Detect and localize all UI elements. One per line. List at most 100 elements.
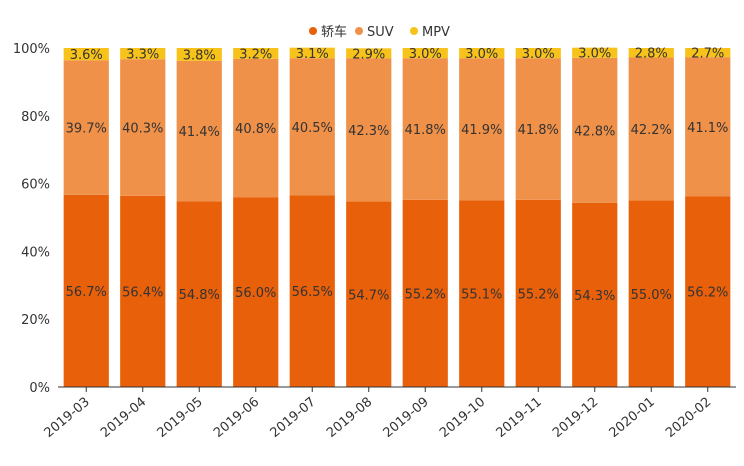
data-label: 3.1% <box>296 47 329 62</box>
x-tick-label: 2020-01 <box>607 395 658 441</box>
y-tick-label: 80% <box>21 110 50 125</box>
bar-segment <box>346 201 392 387</box>
bar-segment <box>233 48 279 59</box>
legend-swatch <box>355 27 363 35</box>
data-label: 41.1% <box>687 121 728 136</box>
legend-item[interactable]: SUV <box>355 25 394 40</box>
x-tick-label: 2019-05 <box>155 395 206 441</box>
data-label: 3.0% <box>465 47 498 62</box>
data-label: 42.3% <box>348 124 389 139</box>
bar-segment <box>459 48 505 59</box>
bar-segment <box>402 48 448 59</box>
data-label: 56.7% <box>66 285 107 300</box>
data-label: 56.5% <box>292 285 333 300</box>
bar-segment <box>572 57 618 203</box>
bar-segment <box>685 48 731 58</box>
x-tick-label: 2020-02 <box>663 395 714 441</box>
data-label: 3.0% <box>578 47 611 62</box>
bar-segment <box>628 57 674 201</box>
bar-segment <box>628 48 674 58</box>
bar-segment <box>176 48 222 61</box>
bar-segment <box>233 58 279 198</box>
y-tick-label: 100% <box>13 42 50 57</box>
bar-segment <box>515 199 561 387</box>
data-label: 55.2% <box>518 287 559 302</box>
legend-label: 轿车 <box>321 24 347 40</box>
legend-swatch <box>309 27 317 35</box>
data-label: 3.2% <box>239 47 272 62</box>
legend-label: MPV <box>422 25 450 40</box>
data-label: 55.1% <box>461 288 502 303</box>
bar-segment <box>176 201 222 387</box>
data-label: 39.7% <box>66 121 107 136</box>
data-label: 41.8% <box>405 123 446 138</box>
data-label: 41.4% <box>179 125 220 140</box>
y-tick-label: 40% <box>21 245 50 260</box>
x-tick-label: 2019-11 <box>494 395 545 441</box>
data-label: 3.3% <box>126 48 159 63</box>
x-tick-label: 2019-09 <box>381 395 432 441</box>
y-tick-label: 0% <box>29 381 50 396</box>
data-label: 40.8% <box>235 122 276 137</box>
data-label: 3.0% <box>409 47 442 62</box>
data-label: 42.2% <box>631 123 672 138</box>
x-tick-label: 2019-04 <box>98 395 149 441</box>
bar-segment <box>346 48 392 59</box>
x-tick-label: 2019-03 <box>42 395 93 441</box>
data-label: 54.7% <box>348 288 389 303</box>
legend-item[interactable]: 轿车 <box>309 24 347 40</box>
bar-segment <box>120 59 166 196</box>
bar-segment <box>120 48 166 60</box>
data-label: 2.8% <box>635 47 668 62</box>
bar-segment <box>120 195 166 387</box>
bar-segment <box>685 196 731 387</box>
y-axis: 0% 20% 40% 60% 80% 100% <box>13 42 50 396</box>
x-tick-label: 2019-08 <box>324 395 375 441</box>
bar-segment <box>289 58 335 196</box>
data-label: 41.8% <box>518 123 559 138</box>
bar-segment <box>402 199 448 387</box>
data-label: 55.2% <box>405 287 446 302</box>
data-label: 3.0% <box>522 47 555 62</box>
y-tick-label: 20% <box>21 313 50 328</box>
bar-segment <box>685 57 731 197</box>
bar-segment <box>176 60 222 202</box>
legend-label: SUV <box>367 25 394 40</box>
data-label: 54.3% <box>574 289 615 304</box>
data-label: 3.8% <box>183 48 216 63</box>
data-label: 2.9% <box>352 47 385 62</box>
bar-segment <box>289 47 335 59</box>
legend: 轿车 SUV MPV <box>309 24 450 40</box>
x-axis: 2019-03 2019-04 2019-05 2019-06 2019-07 2019-… <box>42 386 736 441</box>
bar-segment <box>459 200 505 387</box>
bar-segment <box>572 47 618 58</box>
data-label: 42.8% <box>574 124 615 139</box>
bar-segment <box>289 195 335 387</box>
x-tick-label: 2019-12 <box>550 395 601 441</box>
y-tick-label: 60% <box>21 178 50 193</box>
bar-segment <box>63 60 109 195</box>
x-tick-label: 2019-10 <box>437 395 488 441</box>
data-label: 41.9% <box>461 123 502 138</box>
data-label: 40.5% <box>292 121 333 136</box>
data-label: 56.4% <box>122 285 163 300</box>
data-label: 55.0% <box>631 288 672 303</box>
data-label: 54.8% <box>179 288 220 303</box>
legend-item[interactable]: MPV <box>410 25 450 40</box>
bar-segment <box>628 200 674 387</box>
data-label: 40.3% <box>122 121 163 136</box>
bar-segment <box>402 58 448 200</box>
bar-segment <box>63 48 109 61</box>
bar-segment <box>515 48 561 59</box>
data-label: 56.2% <box>687 286 728 301</box>
bar-segment <box>459 58 505 201</box>
x-tick-label: 2019-07 <box>268 395 319 441</box>
bar-segment <box>63 194 109 387</box>
legend-swatch <box>410 27 418 35</box>
bar-segment <box>346 58 392 202</box>
x-tick-label: 2019-06 <box>211 395 262 441</box>
bar-segment <box>572 202 618 387</box>
bar-segment <box>515 58 561 200</box>
